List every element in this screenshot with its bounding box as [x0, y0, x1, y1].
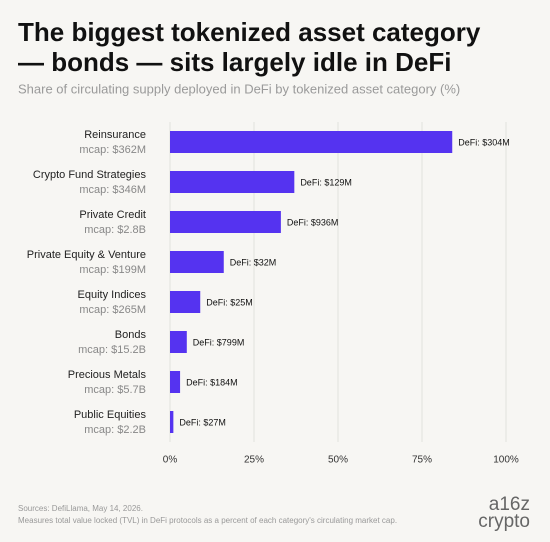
- bar: [170, 411, 174, 433]
- bar: [170, 251, 224, 273]
- y-tick-label: Equity Indices: [78, 289, 147, 301]
- x-tick-label: 100%: [493, 455, 519, 466]
- x-tick-label: 25%: [244, 455, 264, 466]
- bar: [170, 331, 187, 353]
- bar: [170, 171, 295, 193]
- bar-label: DeFi: $936M: [287, 217, 339, 227]
- bar: [170, 211, 281, 233]
- bar-label: DeFi: $27M: [179, 417, 226, 427]
- x-tick-label: 50%: [328, 455, 348, 466]
- chart-subtitle: Share of circulating supply deployed in …: [18, 81, 460, 96]
- mcap-label: mcap: $5.7B: [84, 384, 146, 396]
- y-tick-label: Private Credit: [79, 209, 146, 221]
- bar: [170, 291, 201, 313]
- bar-label: DeFi: $32M: [230, 257, 277, 267]
- note: Measures total value locked (TVL) in DeF…: [18, 516, 397, 525]
- bar-label: DeFi: $304M: [458, 137, 510, 147]
- mcap-label: mcap: $2.2B: [84, 424, 146, 436]
- mcap-label: mcap: $346M: [79, 184, 146, 196]
- x-tick-label: 0%: [163, 455, 178, 466]
- logo: a16z: [489, 494, 530, 515]
- y-tick-label: Reinsurance: [84, 129, 146, 141]
- bar: [170, 131, 453, 153]
- mcap-label: mcap: $2.8B: [84, 224, 146, 236]
- y-tick-label: Bonds: [115, 329, 147, 341]
- mcap-label: mcap: $199M: [79, 264, 146, 276]
- y-tick-label: Precious Metals: [68, 369, 147, 381]
- mcap-label: mcap: $15.2B: [78, 344, 146, 356]
- bar-label: DeFi: $799M: [193, 337, 245, 347]
- chart-title: The biggest tokenized asset category: [18, 17, 481, 47]
- bar-label: DeFi: $25M: [206, 297, 253, 307]
- mcap-label: mcap: $265M: [79, 304, 146, 316]
- y-tick-label: Crypto Fund Strategies: [33, 169, 147, 181]
- mcap-label: mcap: $362M: [79, 144, 146, 156]
- bar: [170, 371, 181, 393]
- source: Sources: DefiLlama, May 14, 2026.: [18, 504, 143, 513]
- x-tick-label: 75%: [412, 455, 432, 466]
- logo: crypto: [478, 511, 530, 532]
- y-tick-label: Public Equities: [74, 409, 147, 421]
- y-tick-label: Private Equity & Venture: [27, 249, 146, 261]
- bar-label: DeFi: $184M: [186, 377, 238, 387]
- bar-label: DeFi: $129M: [300, 177, 352, 187]
- chart-title: — bonds — sits largely idle in DeFi: [18, 47, 451, 77]
